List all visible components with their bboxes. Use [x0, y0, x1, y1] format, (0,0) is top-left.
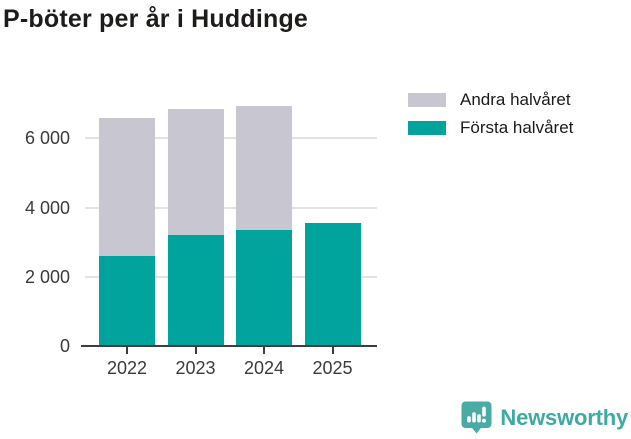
bar-segment-forsta-halvaret [167, 235, 224, 346]
bar-segment-forsta-halvaret [304, 223, 361, 346]
gridline [85, 137, 377, 140]
bar-segment-andra-halvaret [99, 117, 155, 257]
x-axis-tick-label: 2025 [312, 358, 353, 378]
x-axis-line [81, 345, 377, 347]
newsworthy-wordmark: Newsworthy [500, 404, 628, 430]
x-axis-tick [331, 346, 334, 354]
y-axis-tick-label: 6 000 [24, 128, 70, 149]
bar-segment-forsta-halvaret [99, 256, 155, 346]
legend-label: Första halvåret [460, 118, 574, 137]
y-axis-tick-label: 2 000 [24, 266, 70, 287]
legend-item-andra-halvaret: Andra halvåret [408, 90, 573, 109]
bar-segment-andra-halvaret [167, 108, 224, 236]
gridline [85, 206, 377, 209]
x-axis-tick-label: 2022 [106, 358, 148, 378]
x-axis-tick [263, 346, 265, 354]
legend-label: Andra halvåret [460, 90, 571, 109]
newsworthy-branding: Newsworthy [461, 401, 628, 434]
x-axis-tick [194, 346, 197, 354]
bar-segment-forsta-halvaret [236, 230, 292, 346]
gridline [85, 275, 377, 278]
x-axis-tick-label: 2023 [175, 358, 216, 378]
newsworthy-logo-icon [461, 401, 492, 434]
legend: Andra halvåret Första halvåret [408, 90, 574, 149]
x-axis-tick [126, 346, 128, 354]
y-axis-tick-label: 0 [59, 336, 70, 356]
legend-swatch-forsta [408, 121, 446, 135]
legend-item-forsta-halvaret: Första halvåret [408, 118, 574, 137]
bar-segment-andra-halvaret [236, 105, 292, 231]
chart-title: P-böter per år i Huddinge [3, 5, 309, 33]
legend-swatch-andra [408, 93, 446, 107]
y-axis-tick-label: 4 000 [24, 197, 70, 218]
x-axis-tick-label: 2024 [243, 358, 285, 378]
